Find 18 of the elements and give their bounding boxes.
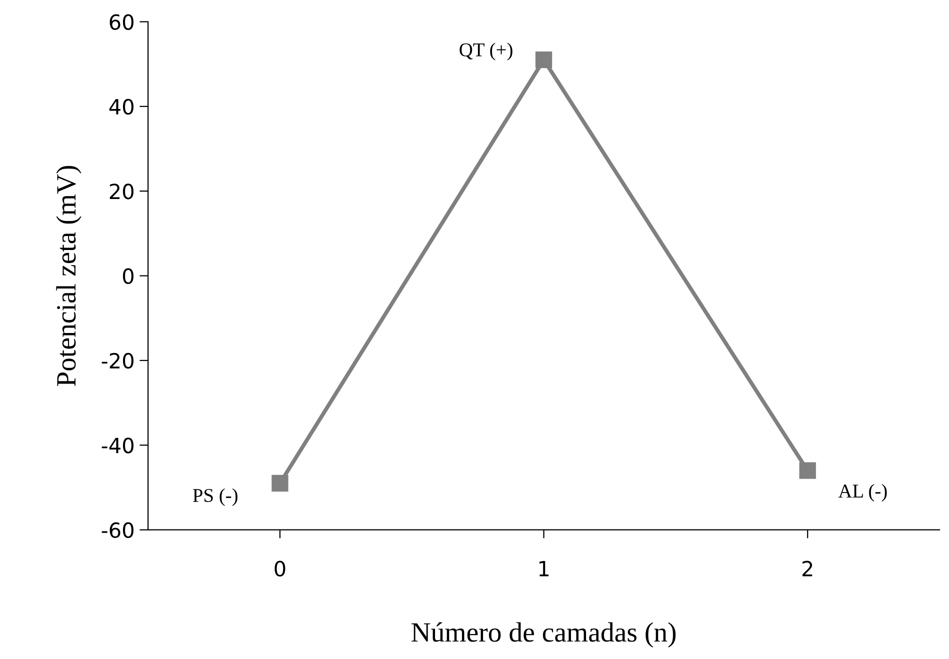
y-axis-title: Potencial zeta (mV): [56, 166, 82, 386]
annotation: AL (-): [838, 484, 887, 502]
x-tick-label: 2: [802, 560, 812, 576]
point: [799, 462, 816, 479]
y-tick-label: -40: [102, 438, 134, 454]
y-tick-label: 60: [110, 14, 134, 30]
y-tick-label: 20: [110, 184, 134, 200]
x-tick-label: 1: [539, 561, 548, 576]
point: [272, 474, 288, 492]
y-tick-label: 0: [122, 268, 134, 284]
annotation: PS (-): [192, 488, 238, 506]
x-tick-label: 0: [274, 560, 286, 577]
annotation: QT (+): [460, 42, 512, 60]
point: [535, 52, 552, 68]
x-axis-title: Número de camadas (n): [412, 622, 676, 648]
y-tick-label: -20: [102, 352, 134, 369]
y-tick-label: -60: [102, 522, 134, 538]
y-tick-label: 40: [109, 98, 134, 115]
